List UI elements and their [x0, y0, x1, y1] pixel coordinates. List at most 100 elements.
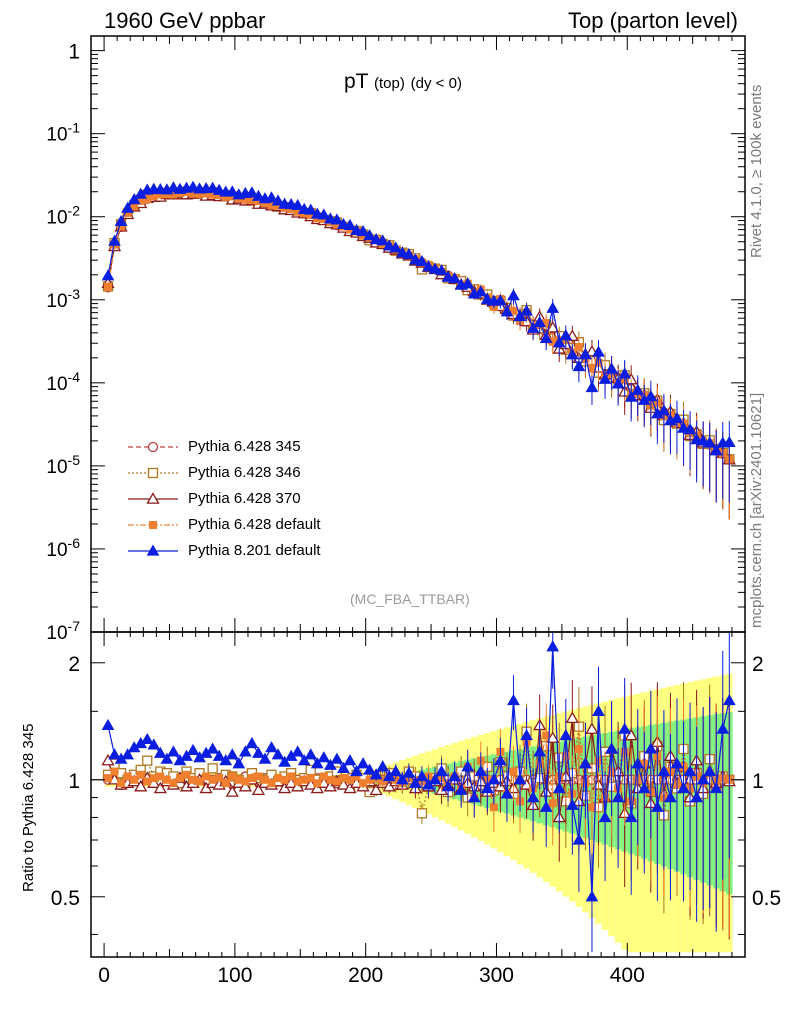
data-point-upper: [574, 343, 583, 352]
data-point-ratio: [175, 774, 184, 783]
data-point-ratio: [605, 742, 618, 754]
ratio-y-tick-label-right: 0.5: [752, 887, 781, 910]
data-point-ratio: [559, 728, 573, 741]
data-point-ratio: [169, 779, 178, 788]
data-point-ratio: [225, 785, 239, 797]
data-point-ratio: [664, 791, 677, 803]
data-point-ratio: [180, 749, 193, 761]
y-tick-label-exponent: -4: [68, 369, 81, 385]
data-point-ratio: [345, 775, 354, 784]
data-point-ratio: [507, 693, 520, 706]
data-point-upper: [317, 208, 331, 220]
data-point-upper: [587, 364, 596, 373]
data-point-ratio: [670, 757, 684, 769]
data-point-ratio: [252, 746, 265, 758]
y-tick-label: 10-3: [46, 286, 80, 312]
data-point-upper: [709, 444, 723, 456]
data-point-ratio: [241, 777, 250, 786]
data-point-ratio: [167, 745, 180, 757]
data-point-upper: [121, 201, 134, 213]
data-point-upper: [395, 246, 409, 258]
series-line-upper-4: [107, 186, 730, 452]
data-point-ratio: [631, 757, 645, 769]
data-point-upper: [167, 181, 180, 193]
data-point-upper: [265, 191, 278, 203]
data-point-ratio: [206, 742, 220, 754]
data-point-ratio: [409, 776, 422, 788]
data-point-ratio: [291, 745, 305, 757]
data-point-ratio: [134, 779, 148, 792]
data-point-ratio: [592, 704, 605, 716]
data-point-upper: [108, 234, 121, 246]
data-point-upper: [304, 203, 318, 215]
ratio-plot-area: [91, 633, 745, 953]
data-point-ratio: [435, 765, 448, 777]
data-point-ratio: [310, 757, 324, 769]
data-point-upper: [552, 336, 566, 348]
data-point-ratio: [104, 774, 113, 783]
data-point-ratio: [716, 722, 730, 734]
data-point-ratio: [330, 752, 344, 764]
data-point-upper: [382, 239, 396, 251]
legend-entry-p6-default: Pythia 6.428 default: [188, 516, 321, 533]
plot-title-cut: (dy < 0): [410, 75, 462, 92]
data-point-ratio: [182, 770, 191, 779]
data-point-ratio: [520, 728, 533, 741]
data-point-ratio: [690, 791, 703, 803]
data-point-ratio: [153, 781, 167, 794]
analysis-name: (MC_FBA_TTBAR): [350, 591, 470, 607]
data-point-ratio: [709, 781, 723, 794]
data-point-ratio: [117, 779, 126, 788]
data-point-ratio: [280, 775, 289, 784]
data-point-upper: [533, 316, 547, 328]
data-point-upper: [592, 345, 605, 357]
data-point-ratio: [332, 777, 341, 786]
data-point-upper: [500, 305, 514, 317]
data-point-ratio: [207, 763, 218, 774]
data-point-ratio: [313, 779, 322, 788]
legend-marker-0: [147, 441, 159, 453]
data-point-upper: [402, 247, 416, 260]
data-point-ratio: [326, 775, 335, 784]
data-point-upper: [186, 180, 200, 192]
ratio-y-tick-label-right: 1: [752, 770, 764, 793]
data-point-ratio: [108, 748, 121, 760]
data-point-ratio: [356, 757, 370, 769]
y-tick-label-exponent: -3: [68, 286, 81, 302]
series-line-upper-1: [107, 190, 730, 460]
data-point-ratio: [140, 732, 154, 745]
data-point-ratio: [369, 783, 383, 796]
data-point-ratio: [574, 745, 583, 754]
data-point-ratio: [494, 754, 507, 766]
y-tick-label: 10-4: [46, 369, 80, 395]
data-point-ratio: [265, 741, 278, 753]
legend-marker-3: [149, 521, 157, 529]
ratio-y-tick-label: 2: [68, 653, 80, 676]
data-point-ratio: [238, 779, 252, 792]
data-point-ratio: [319, 772, 328, 781]
series-line-upper-3: [107, 191, 730, 460]
data-point-upper: [291, 198, 305, 211]
data-point-upper: [546, 321, 560, 333]
data-point-ratio: [683, 765, 697, 777]
y-tick-label: 10-7: [46, 618, 80, 644]
legend-entry-346: Pythia 6.428 346: [188, 464, 301, 481]
data-point-upper: [212, 183, 226, 195]
data-point-ratio: [251, 783, 266, 796]
data-point-ratio: [101, 718, 115, 731]
data-point-ratio: [572, 833, 586, 845]
y-tick-label-base: 10: [46, 457, 67, 478]
data-point-ratio: [526, 791, 540, 803]
data-point-ratio: [271, 748, 285, 760]
data-point-upper: [415, 255, 429, 267]
data-point-ratio: [539, 800, 553, 812]
data-point-ratio: [448, 769, 461, 782]
data-point-upper: [703, 436, 717, 448]
data-point-upper: [526, 321, 540, 333]
y-tick-label-exponent: -6: [68, 535, 81, 551]
ratio-y-tick-label: 1: [68, 770, 80, 793]
data-point-ratio: [153, 746, 167, 758]
data-point-upper: [494, 294, 507, 306]
data-point-upper: [507, 289, 520, 301]
rivet-version-label: Rivet 4.1.0, ≥ 100k events: [748, 84, 765, 258]
